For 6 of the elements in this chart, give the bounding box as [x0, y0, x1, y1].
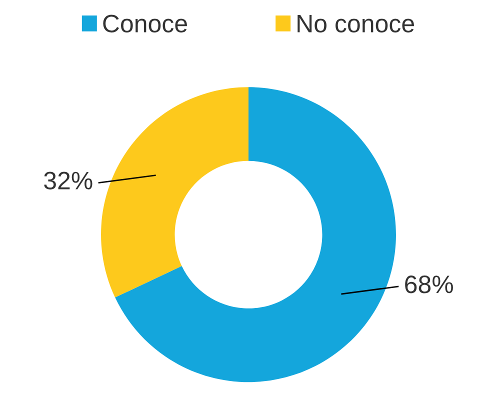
legend-label: Conoce: [103, 14, 187, 32]
legend-label: No conoce: [298, 15, 414, 32]
data-label: 32%: [44, 172, 92, 190]
donut-slice: [101, 87, 248, 298]
donut-slice: [115, 87, 396, 382]
data-label: 68%: [405, 276, 453, 294]
